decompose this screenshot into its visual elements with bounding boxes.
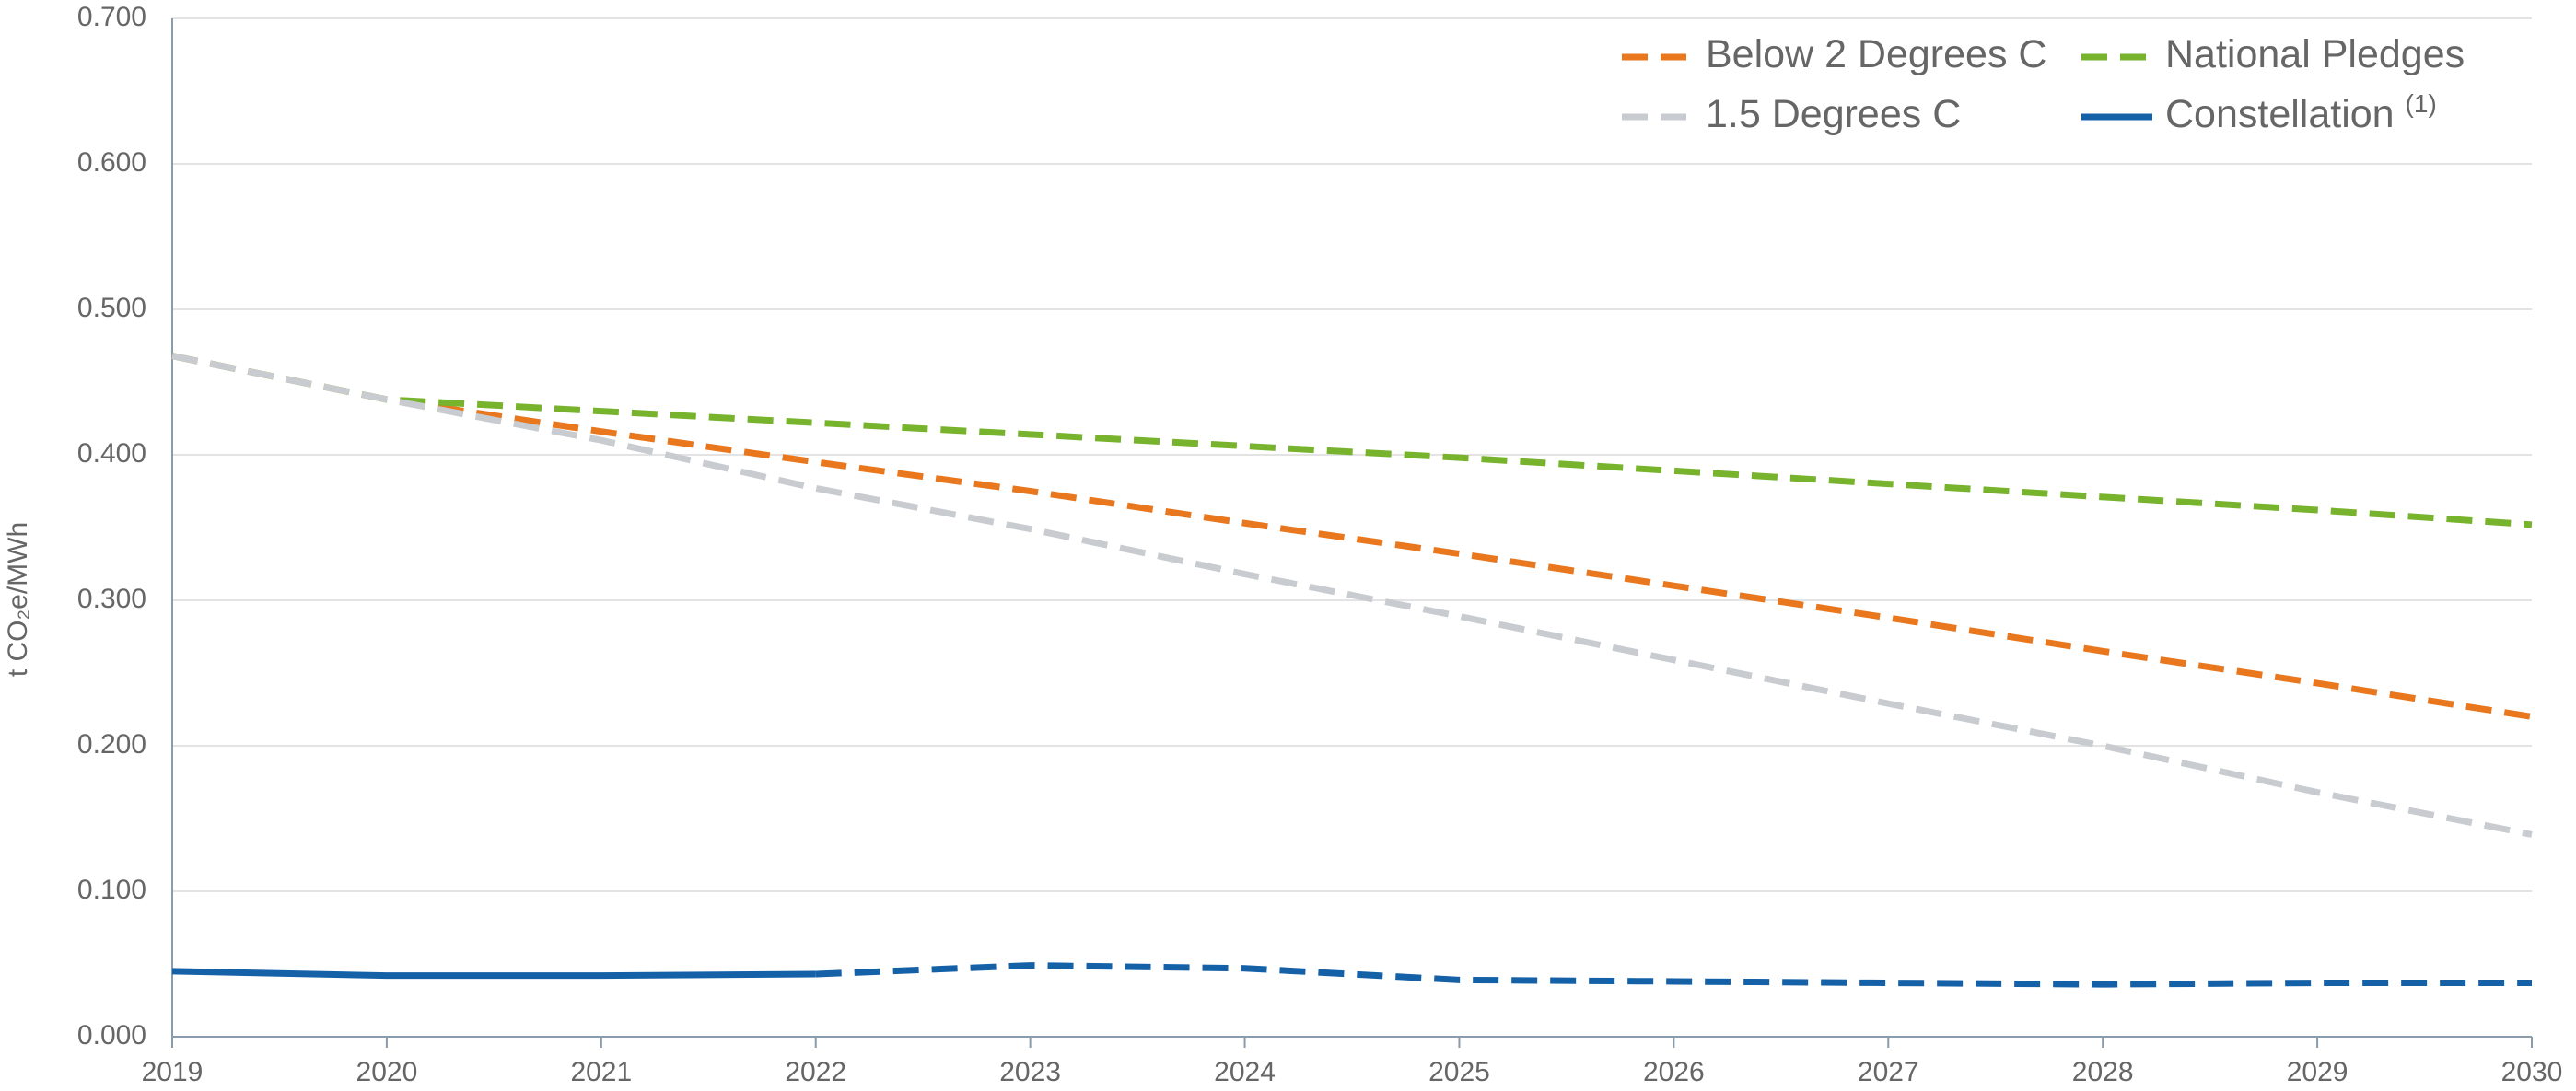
line	[815, 962, 2532, 988]
line	[171, 968, 816, 980]
x-tick-label: 2029	[2287, 1057, 2349, 1087]
legend-label: National Pledges	[2165, 32, 2465, 76]
y-tick-label: 0.400	[77, 438, 146, 469]
line	[171, 353, 2533, 528]
y-tick-label: 0.300	[77, 584, 146, 614]
legend-name: National Pledges	[2165, 32, 2465, 76]
x-tick-label: 2024	[1214, 1057, 1276, 1087]
x-tick-label: 2030	[2501, 1057, 2563, 1087]
legend-name: Below 2 Degrees C	[1706, 32, 2046, 76]
x-tick-label: 2028	[2072, 1057, 2134, 1087]
x-tick-label: 2019	[142, 1057, 204, 1087]
y-tick-label: 0.600	[77, 147, 146, 178]
legend-label: Constellation (1)	[2165, 89, 2437, 136]
x-tick-label: 2022	[785, 1057, 846, 1087]
line	[171, 353, 2533, 720]
x-tick-label: 2027	[1858, 1057, 1919, 1087]
y-tick-label: 0.100	[77, 875, 146, 905]
x-tick-label: 2020	[356, 1057, 418, 1087]
line	[171, 353, 2533, 838]
x-tick-label: 2025	[1428, 1057, 1490, 1087]
y-axis-label: t CO₂e/MWh	[3, 522, 33, 677]
y-tick-label: 0.200	[77, 729, 146, 760]
y-tick-label: 0.700	[77, 2, 146, 32]
y-tick-label: 0.000	[77, 1020, 146, 1050]
legend-label: 1.5 Degrees C	[1706, 92, 1961, 136]
x-tick-label: 2026	[1643, 1057, 1705, 1087]
legend-name: 1.5 Degrees C	[1706, 92, 1961, 136]
legend-note: (1)	[2406, 89, 2437, 118]
y-tick-label: 0.500	[77, 293, 146, 323]
x-tick-label: 2023	[999, 1057, 1061, 1087]
legend-name: Constellation	[2165, 92, 2395, 136]
legend-label: Below 2 Degrees C	[1706, 32, 2046, 76]
x-tick-label: 2021	[570, 1057, 632, 1087]
